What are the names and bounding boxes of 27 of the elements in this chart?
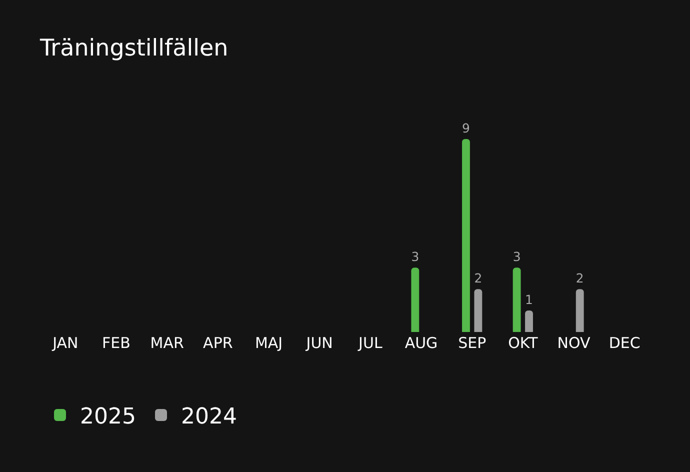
x-tick-label: MAR: [150, 334, 184, 352]
legend-label: 2025: [80, 404, 136, 430]
x-tick-label: AUG: [404, 334, 438, 352]
x-tick-label: OKT: [508, 334, 539, 352]
data-label: 2: [474, 270, 482, 286]
data-label: 9: [462, 120, 470, 136]
data-label: 2: [576, 270, 584, 286]
x-tick-label: JAN: [52, 334, 78, 352]
bar: [474, 289, 482, 332]
data-label: 3: [512, 249, 521, 264]
x-tick-label: DEC: [608, 334, 640, 352]
x-tick-label: SEP: [458, 334, 486, 352]
x-tick-label: MAJ: [254, 334, 283, 352]
data-label: 1: [525, 292, 533, 307]
legend-label: 2024: [181, 404, 237, 430]
x-tick-label: JUL: [358, 334, 383, 352]
chart-title: Träningstillfällen: [39, 35, 228, 62]
x-tick-label: NOV: [557, 334, 591, 352]
bar: [462, 138, 470, 332]
x-tick-label: APR: [203, 334, 233, 352]
bar: [525, 310, 533, 332]
bar: [411, 268, 420, 332]
x-tick-label: JUN: [305, 334, 333, 352]
data-label: 3: [411, 249, 420, 264]
bar: [512, 268, 521, 332]
x-tick-label: FEB: [102, 334, 130, 352]
bar: [576, 289, 584, 332]
